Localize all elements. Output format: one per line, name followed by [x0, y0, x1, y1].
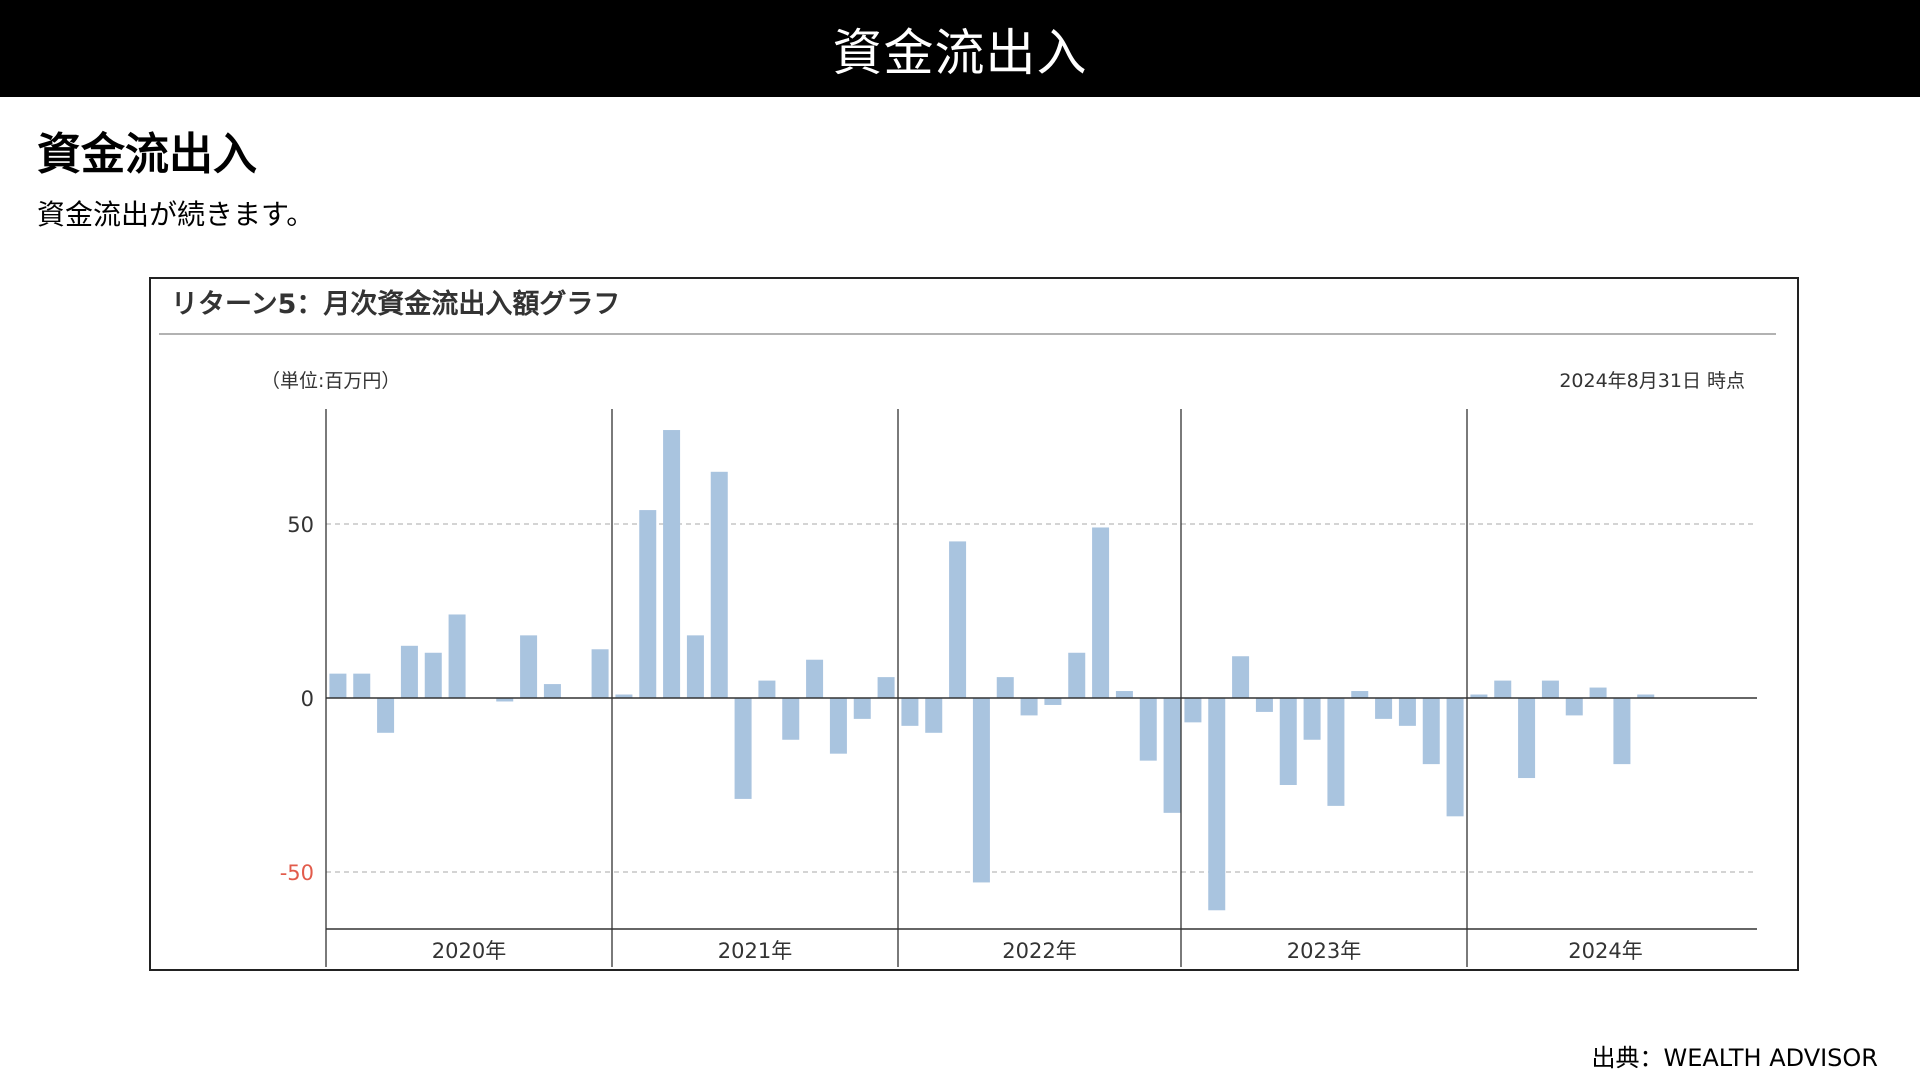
x-tick-label: 2022年 [1002, 939, 1076, 963]
bar [972, 698, 990, 883]
header-bar: 資金流出入 [0, 0, 1920, 97]
bar [758, 680, 776, 698]
source-note: 出典：WEALTH ADVISOR [1591, 1044, 1879, 1072]
x-tick-label: 2023年 [1287, 939, 1361, 963]
bar [1115, 691, 1133, 698]
bar [1020, 698, 1038, 716]
bar [1279, 698, 1297, 785]
axis-layer [325, 409, 1757, 967]
y-tick-label: 50 [287, 513, 314, 537]
bar [1637, 694, 1655, 698]
bar [663, 430, 681, 698]
x-tick-label: 2024年 [1568, 939, 1642, 963]
bar [710, 471, 728, 698]
unit-label: （単位:百万円） [261, 370, 400, 392]
bar [1163, 698, 1181, 813]
bar [520, 635, 538, 698]
bar [1446, 698, 1464, 817]
page-header-title: 資金流出入 [832, 23, 1088, 82]
chart-frame: リターン5：月次資金流出入額グラフ （単位:百万円） 2024年8月31日 時点… [149, 277, 1799, 971]
section-title: 資金流出入 [37, 129, 257, 180]
bar [448, 614, 466, 698]
bar [877, 677, 895, 698]
bar [1139, 698, 1157, 761]
bar [734, 698, 752, 799]
bar [1327, 698, 1345, 806]
bar [925, 698, 943, 733]
bar [400, 645, 418, 698]
fund-flow-chart: リターン5：月次資金流出入額グラフ （単位:百万円） 2024年8月31日 時点… [159, 288, 1776, 967]
bar [615, 694, 633, 698]
bar [424, 652, 442, 698]
bar [1375, 698, 1393, 719]
bar [1303, 698, 1321, 740]
bar [1208, 698, 1226, 911]
bar-layer [329, 430, 1655, 911]
y-tick-label: -50 [280, 861, 314, 885]
bar [329, 673, 347, 698]
bar [1565, 698, 1583, 716]
bar [1184, 698, 1202, 723]
bar [1589, 687, 1607, 698]
bar [1255, 698, 1273, 712]
bar [1068, 652, 1086, 698]
bar [1232, 656, 1250, 698]
bar [353, 673, 371, 698]
bar [853, 698, 871, 719]
grid-layer [326, 523, 1757, 873]
bar [1398, 698, 1416, 726]
bar [1541, 680, 1559, 698]
bar [996, 677, 1014, 698]
x-tick-label: 2021年 [718, 939, 792, 963]
y-tick-label: 0 [301, 687, 314, 711]
bar [1613, 698, 1631, 765]
bar [901, 698, 919, 726]
label-layer: 50 0 -50 2020年 2021年 2022年 2023年 2024年 [280, 513, 1643, 963]
chart-title: リターン5：月次資金流出入額グラフ [171, 288, 620, 320]
bar [1470, 694, 1488, 698]
bar [1351, 691, 1369, 698]
bar [1422, 698, 1440, 765]
bar [543, 684, 561, 698]
bar [1518, 698, 1536, 779]
bar [496, 698, 514, 702]
bar [782, 698, 800, 740]
bar [639, 510, 657, 698]
bar [1044, 698, 1062, 705]
as-of-label: 2024年8月31日 時点 [1559, 370, 1745, 392]
x-tick-label: 2020年 [432, 939, 506, 963]
bar [806, 659, 824, 698]
bar [591, 649, 609, 698]
bar [1494, 680, 1512, 698]
bar [949, 541, 967, 698]
bar [377, 698, 395, 733]
bar [686, 635, 704, 698]
bar [829, 698, 847, 754]
section-description: 資金流出が続きます。 [37, 198, 315, 231]
bar [1092, 527, 1110, 698]
